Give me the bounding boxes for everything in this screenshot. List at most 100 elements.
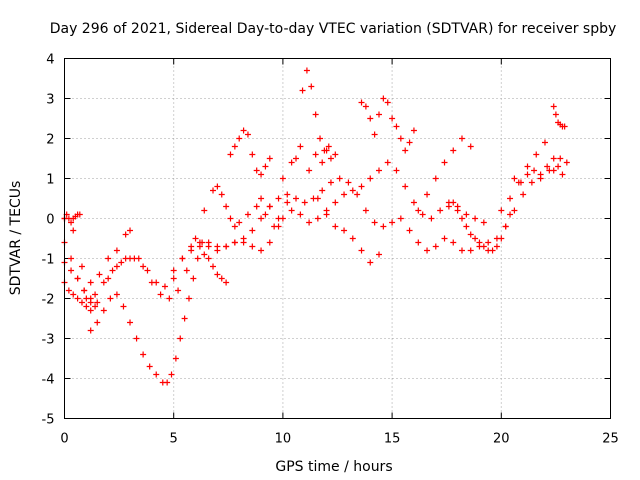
data-point: [87, 279, 94, 286]
data-point: [249, 243, 256, 250]
series-track-18: [498, 139, 566, 214]
y-tick-label: -4: [42, 373, 55, 388]
data-point: [105, 275, 112, 282]
data-point: [410, 199, 417, 206]
data-point: [92, 291, 99, 298]
data-point: [227, 215, 234, 222]
data-point: [258, 215, 265, 222]
data-point: [168, 371, 175, 378]
series-track-7: [83, 223, 282, 302]
data-point: [480, 219, 487, 226]
data-point: [550, 167, 557, 174]
data-point: [375, 251, 382, 258]
data-point: [188, 247, 195, 254]
data-point: [410, 127, 417, 134]
data-point: [450, 147, 457, 154]
data-point: [371, 131, 378, 138]
data-point: [375, 167, 382, 174]
data-point: [406, 139, 413, 146]
series-track-12: [258, 67, 332, 222]
data-point: [218, 275, 225, 282]
data-point: [210, 263, 217, 270]
data-point: [175, 287, 182, 294]
data-point: [345, 179, 352, 186]
data-point: [458, 135, 465, 142]
data-point: [308, 83, 315, 90]
series-track-5: [61, 211, 83, 226]
data-point: [192, 235, 199, 242]
data-point: [367, 259, 374, 266]
data-point: [498, 207, 505, 214]
data-point: [306, 167, 313, 174]
data-point: [450, 199, 457, 206]
data-point: [70, 291, 77, 298]
data-point: [550, 103, 557, 110]
data-point: [419, 211, 426, 218]
data-point: [319, 187, 326, 194]
data-point: [563, 159, 570, 166]
series-track-14: [312, 147, 339, 166]
data-point: [498, 235, 505, 242]
data-point: [441, 159, 448, 166]
data-point: [205, 255, 212, 262]
data-point: [531, 167, 538, 174]
data-point: [127, 227, 134, 234]
data-point: [299, 87, 306, 94]
data-point: [358, 99, 365, 106]
data-point: [463, 211, 470, 218]
data-point: [349, 235, 356, 242]
data-point: [118, 259, 125, 266]
data-point: [170, 275, 177, 282]
data-point: [185, 295, 192, 302]
data-point: [271, 223, 278, 230]
data-point: [415, 207, 422, 214]
data-point: [559, 171, 566, 178]
y-tick-label: 2: [46, 133, 54, 148]
data-point: [127, 319, 134, 326]
data-point: [463, 223, 470, 230]
data-point: [336, 175, 343, 182]
data-point: [458, 247, 465, 254]
data-point: [218, 191, 225, 198]
data-point: [262, 211, 269, 218]
data-point: [109, 267, 116, 274]
data-point: [511, 175, 518, 182]
series-track-1: [61, 215, 134, 286]
data-point: [555, 163, 562, 170]
x-tick-label: 5: [170, 432, 178, 447]
data-point: [100, 279, 107, 286]
series-track-16: [415, 135, 474, 214]
data-point: [113, 263, 120, 270]
data-point: [507, 195, 514, 202]
data-point: [78, 299, 85, 306]
data-point: [557, 155, 564, 162]
data-point: [236, 219, 243, 226]
data-point: [467, 143, 474, 150]
data-point: [76, 211, 83, 218]
data-point: [68, 219, 75, 226]
data-point: [415, 239, 422, 246]
data-point: [148, 279, 155, 286]
data-point: [258, 195, 265, 202]
series-track-8: [105, 159, 487, 302]
data-point: [214, 247, 221, 254]
data-point: [327, 155, 334, 162]
data-point: [358, 247, 365, 254]
data-point: [68, 267, 75, 274]
data-point: [312, 111, 319, 118]
data-point: [432, 175, 439, 182]
data-point: [485, 239, 492, 246]
data-point: [288, 159, 295, 166]
data-point: [362, 207, 369, 214]
data-point: [87, 307, 94, 314]
data-point: [68, 255, 75, 262]
y-axis-label: SDTVAR / TECUs: [8, 181, 24, 296]
series-track-2: [61, 239, 101, 306]
data-point: [94, 299, 101, 306]
data-point: [406, 227, 413, 234]
data-point: [120, 303, 127, 310]
data-point: [467, 247, 474, 254]
data-point: [223, 243, 230, 250]
data-point: [133, 335, 140, 342]
